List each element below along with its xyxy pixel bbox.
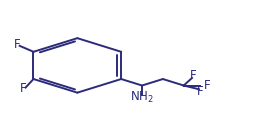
Text: F: F: [204, 79, 211, 92]
Text: F: F: [190, 70, 197, 82]
Text: F: F: [14, 38, 20, 51]
Text: F: F: [20, 82, 26, 95]
Text: F: F: [197, 85, 204, 98]
Text: NH$_2$: NH$_2$: [130, 90, 154, 105]
